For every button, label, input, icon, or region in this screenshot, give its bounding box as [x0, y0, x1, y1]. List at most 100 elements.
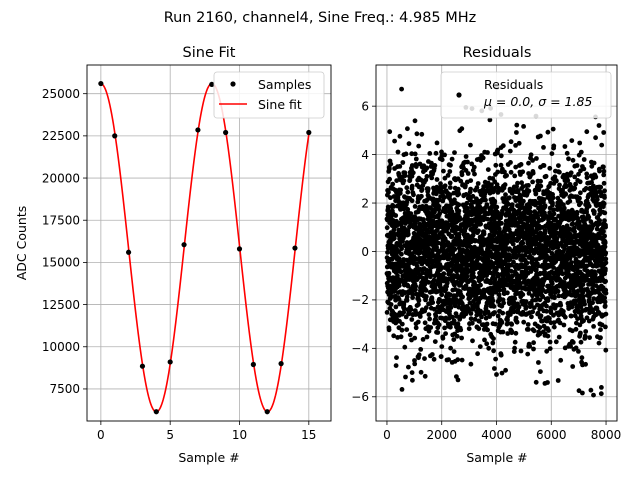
- residual-point: [414, 263, 420, 269]
- residual-point: [550, 195, 556, 201]
- residual-point: [386, 270, 392, 276]
- legend-residuals-marker: [456, 92, 462, 98]
- residual-point: [603, 250, 609, 256]
- residual-point: [417, 314, 423, 319]
- residual-point: [480, 155, 486, 161]
- residual-point: [594, 197, 600, 203]
- residual-point: [404, 298, 410, 303]
- residual-point: [483, 197, 488, 203]
- residual-point: [518, 162, 524, 167]
- sample-point: [167, 359, 173, 365]
- residual-point: [601, 172, 607, 178]
- residual-point: [442, 175, 448, 181]
- residual-point: [451, 349, 457, 354]
- residual-point: [449, 156, 455, 162]
- y-tick-label: 20000: [42, 171, 80, 185]
- residual-point: [554, 236, 560, 241]
- residual-point: [509, 329, 515, 334]
- residual-point: [577, 140, 583, 146]
- residual-point: [537, 331, 543, 337]
- residual-point: [521, 198, 526, 204]
- residual-point: [439, 149, 444, 155]
- residual-point: [514, 319, 520, 325]
- residual-point: [505, 201, 511, 207]
- sample-point: [209, 81, 215, 88]
- residual-point: [508, 169, 514, 175]
- residual-point: [508, 268, 514, 274]
- residual-point: [582, 333, 588, 339]
- residual-point: [502, 182, 508, 188]
- sample-point: [278, 361, 284, 367]
- residual-point: [573, 345, 579, 351]
- residual-point: [574, 163, 580, 168]
- residual-point: [415, 319, 421, 325]
- residual-point: [575, 316, 580, 322]
- residual-point: [601, 201, 607, 207]
- residual-point: [534, 156, 539, 161]
- residual-point: [386, 327, 392, 333]
- residual-point: [413, 164, 419, 170]
- residual-point: [540, 294, 546, 300]
- residual-point: [410, 295, 415, 300]
- residual-point: [468, 186, 473, 192]
- residuals-ticks: 0 2000 4000 6000 8000 −6 −4 −2 0 2 4 6: [351, 99, 621, 442]
- residual-point: [432, 339, 438, 344]
- residual-point: [412, 151, 418, 157]
- residual-point: [545, 298, 551, 303]
- residual-point: [538, 369, 543, 374]
- residual-point: [441, 168, 446, 174]
- residual-point: [430, 300, 436, 305]
- residual-point: [552, 295, 557, 301]
- residual-point: [482, 337, 487, 343]
- sample-point: [292, 245, 298, 251]
- residual-point: [544, 348, 550, 354]
- residual-point: [496, 292, 502, 298]
- residual-point: [567, 198, 573, 204]
- residual-point: [591, 324, 596, 329]
- residual-point: [412, 335, 418, 341]
- residual-point: [447, 185, 453, 190]
- residual-point: [603, 347, 609, 353]
- residual-point: [498, 162, 504, 168]
- residual-point: [416, 298, 422, 304]
- residual-point: [435, 330, 441, 335]
- residual-point: [596, 340, 602, 346]
- residual-point: [456, 208, 462, 214]
- residual-point: [602, 303, 608, 309]
- residual-point: [556, 293, 562, 299]
- x-tick-label: 0: [97, 428, 105, 442]
- residual-point: [430, 224, 435, 230]
- residual-point: [531, 346, 536, 352]
- residual-point: [561, 322, 567, 328]
- residual-point: [434, 177, 440, 182]
- residual-point: [409, 370, 415, 375]
- residual-point: [494, 372, 499, 377]
- residual-point: [543, 173, 549, 179]
- residual-point: [540, 262, 546, 268]
- residual-point: [456, 202, 462, 208]
- y-tick-label: 22500: [42, 129, 80, 143]
- residual-point: [583, 361, 588, 367]
- sine-fit-ylabel: ADC Counts: [14, 206, 29, 281]
- y-tick-label: 7500: [49, 382, 80, 396]
- residual-point: [603, 256, 609, 262]
- residual-point: [481, 289, 487, 295]
- residual-point: [525, 322, 531, 327]
- y-tick-label: 4: [361, 148, 369, 162]
- residual-point: [569, 138, 575, 144]
- residual-point: [493, 356, 498, 362]
- residual-point: [488, 270, 494, 276]
- residual-point: [528, 152, 534, 158]
- residual-point: [395, 149, 401, 155]
- y-tick-label: 25000: [42, 87, 80, 101]
- residual-point: [422, 356, 427, 361]
- residual-point: [428, 325, 434, 330]
- residual-point: [545, 380, 550, 385]
- residual-point: [388, 161, 394, 167]
- residual-point: [491, 336, 496, 341]
- residual-point: [523, 306, 529, 311]
- residual-point: [471, 274, 477, 280]
- x-tick-label: 10: [232, 428, 247, 442]
- residual-point: [505, 331, 511, 336]
- residual-point: [511, 309, 517, 315]
